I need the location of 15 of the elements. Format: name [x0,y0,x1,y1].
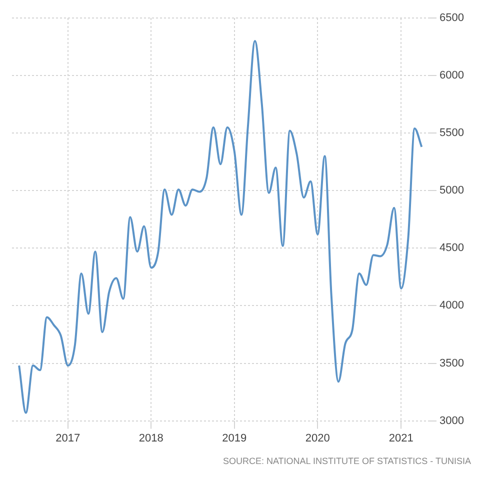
y-tick-label: 5500 [440,127,464,140]
x-tick-label: 2019 [222,432,247,444]
y-tick-label: 4000 [440,300,464,312]
y-tick-label: 3500 [440,357,464,370]
line-series [18,40,423,414]
y-tick-label: 4500 [440,242,464,254]
source-note: SOURCE: NATIONAL INSTITUTE OF STATISTICS - TUNISIA [222,456,471,466]
y-tick-label: 6000 [440,70,464,82]
x-tick-label: 2021 [388,432,414,444]
x-tick-label: 2020 [305,432,330,444]
y-tick-label: 5000 [440,184,464,197]
x-tick-label: 2017 [56,432,80,444]
x-tick-label: 2018 [138,432,164,444]
y-tick-label: 6500 [440,12,464,24]
y-tick-label: 3000 [440,414,464,427]
